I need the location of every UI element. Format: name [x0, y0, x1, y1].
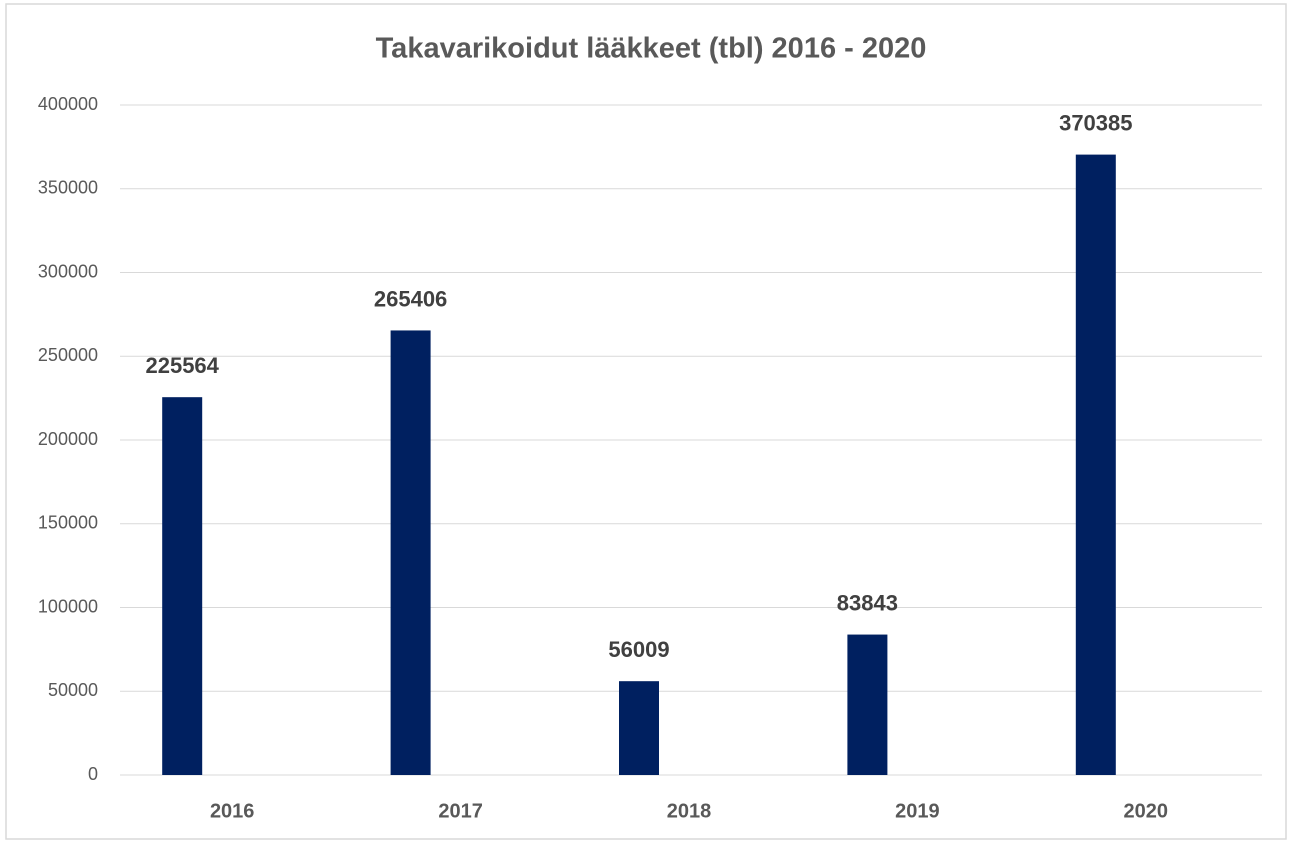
- bar: [847, 634, 888, 775]
- y-tick-label: 350000: [38, 178, 98, 198]
- data-label: 370385: [1059, 110, 1132, 135]
- y-tick-label: 100000: [38, 596, 98, 616]
- data-label: 265406: [374, 286, 447, 311]
- x-tick-label: 2019: [895, 800, 940, 822]
- x-tick-label: 2017: [438, 800, 483, 822]
- x-tick-label: 2018: [667, 800, 712, 822]
- y-tick-label: 50000: [48, 680, 98, 700]
- bar: [619, 681, 659, 775]
- data-label: 83843: [837, 590, 898, 615]
- bar: [390, 330, 431, 775]
- y-tick-label: 400000: [38, 94, 98, 114]
- y-tick-label: 300000: [38, 261, 98, 281]
- bar: [162, 397, 203, 775]
- y-tick-label: 0: [88, 764, 98, 784]
- y-tick-label: 250000: [38, 345, 98, 365]
- y-tick-label: 150000: [38, 513, 98, 533]
- x-tick-label: 2020: [1124, 800, 1169, 822]
- data-label: 56009: [608, 637, 669, 662]
- chart-title: Takavarikoidut lääkkeet (tbl) 2016 - 202…: [376, 33, 927, 65]
- bar: [1075, 154, 1116, 776]
- y-tick-label: 200000: [38, 429, 98, 449]
- x-tick-label: 2016: [210, 800, 255, 822]
- data-label: 225564: [145, 353, 219, 378]
